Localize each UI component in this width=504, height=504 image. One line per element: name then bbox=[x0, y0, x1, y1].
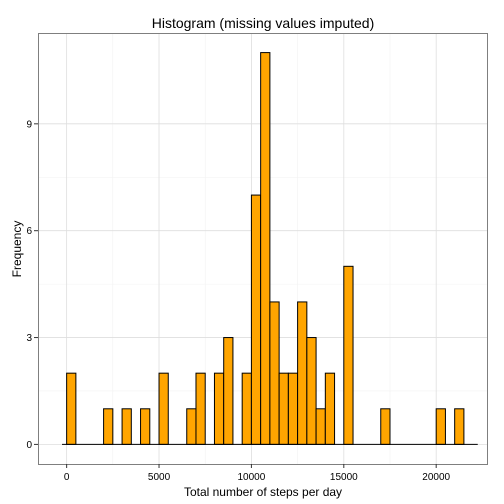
histogram-bar bbox=[158, 372, 169, 445]
histogram-bar bbox=[287, 372, 299, 445]
histogram-bar bbox=[343, 265, 354, 445]
chart-title: Histogram (missing values imputed) bbox=[152, 15, 375, 31]
y-tick-label: 9 bbox=[26, 119, 32, 130]
histogram-bar bbox=[213, 372, 225, 445]
x-tick-label: 0 bbox=[64, 472, 70, 483]
histogram-bar bbox=[241, 372, 252, 445]
panel-border bbox=[38, 33, 488, 465]
histogram-bar bbox=[315, 408, 326, 445]
x-tick-label: 15000 bbox=[330, 472, 358, 483]
histogram-bar bbox=[250, 194, 262, 445]
histogram-bar bbox=[66, 372, 77, 445]
histogram-bar bbox=[297, 301, 308, 445]
histogram-bar bbox=[306, 337, 317, 445]
histogram-bar bbox=[121, 408, 132, 445]
x-tick-label: 5000 bbox=[148, 472, 171, 483]
y-axis: 0 3 6 9 bbox=[26, 119, 38, 451]
histogram-bar bbox=[103, 408, 114, 445]
histogram-bar bbox=[140, 408, 151, 445]
histogram-bar bbox=[435, 408, 446, 445]
histogram-bar bbox=[195, 372, 206, 445]
histogram-bar bbox=[186, 408, 197, 445]
y-axis-label: Frequency bbox=[10, 221, 24, 278]
histogram-bar bbox=[380, 408, 391, 445]
bars bbox=[66, 52, 465, 445]
histogram-bar bbox=[454, 408, 465, 445]
y-tick-label: 3 bbox=[26, 333, 32, 344]
x-tick-label: 10000 bbox=[238, 472, 266, 483]
x-tick-label: 20000 bbox=[422, 472, 450, 483]
histogram-bar bbox=[324, 372, 336, 445]
histogram-bar bbox=[278, 372, 289, 445]
x-axis-label: Total number of steps per day bbox=[184, 485, 342, 499]
y-tick-label: 0 bbox=[26, 440, 32, 451]
y-tick-label: 6 bbox=[26, 226, 32, 237]
histogram-bar bbox=[260, 52, 271, 445]
histogram-bar bbox=[269, 301, 280, 445]
x-axis: 0 5000 10000 15000 20000 bbox=[64, 464, 451, 483]
histogram-bar bbox=[223, 337, 234, 445]
